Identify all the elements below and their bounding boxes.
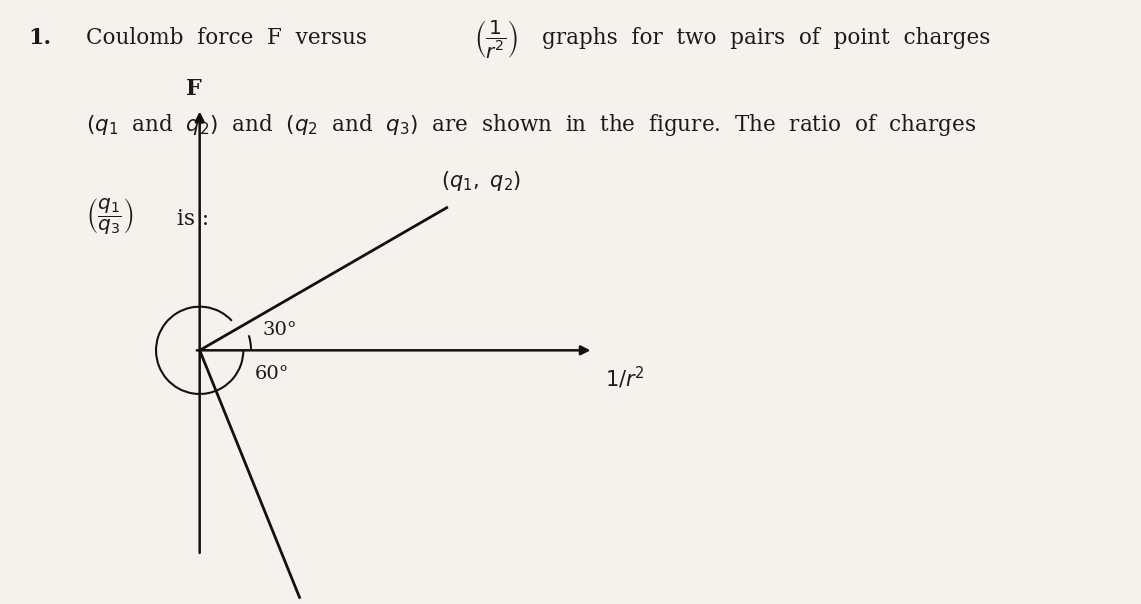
Text: 30°: 30° (262, 321, 297, 339)
Text: $(q_1,\ q_2)$: $(q_1,\ q_2)$ (442, 169, 521, 193)
Text: $\left(\dfrac{q_1}{q_3}\right)$: $\left(\dfrac{q_1}{q_3}\right)$ (86, 196, 132, 237)
Text: graphs  for  two  pairs  of  point  charges: graphs for two pairs of point charges (542, 27, 990, 49)
Text: F: F (186, 78, 202, 100)
Text: $\left(\dfrac{1}{r^2}\right)$: $\left(\dfrac{1}{r^2}\right)$ (474, 18, 518, 60)
Text: Coulomb  force  F  versus: Coulomb force F versus (86, 27, 366, 49)
Text: is :: is : (177, 208, 209, 230)
Text: $1/r^2$: $1/r^2$ (605, 364, 645, 391)
Text: 1.: 1. (29, 27, 51, 49)
Text: 60°: 60° (254, 365, 289, 384)
Text: $(q_1$  and  $q_2)$  and  $(q_2$  and  $q_3)$  are  shown  in  the  figure.  The: $(q_1$ and $q_2)$ and $(q_2$ and $q_3)$ … (86, 112, 976, 138)
